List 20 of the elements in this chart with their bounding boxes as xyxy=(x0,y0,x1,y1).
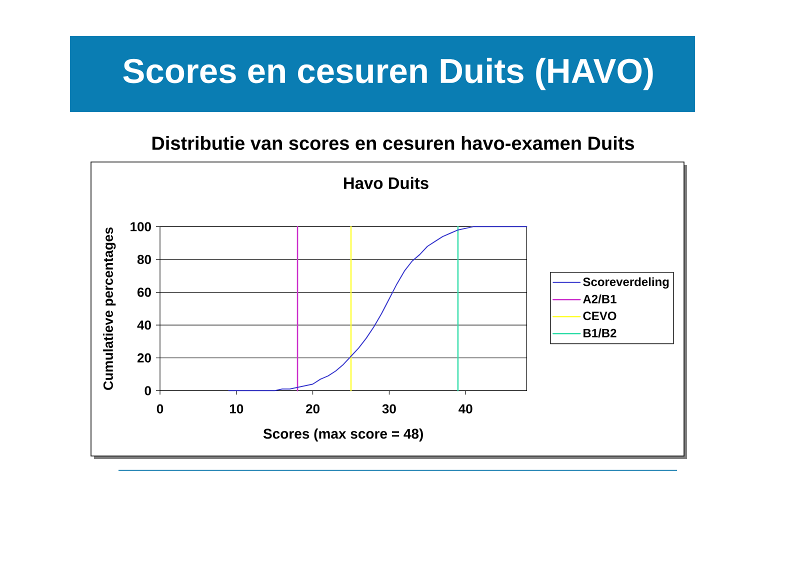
x-tick-label: 0 xyxy=(156,404,164,414)
y-tick-label: 40 xyxy=(137,320,151,330)
x-tick-label: 20 xyxy=(306,404,320,414)
x-tick-label: 40 xyxy=(458,404,472,414)
chart-title: Scores en cesuren Duits (HAVO) xyxy=(123,58,653,90)
x-tick-label: 10 xyxy=(230,404,244,414)
y-tick-label: 0 xyxy=(144,386,151,396)
text: Havo Duits xyxy=(344,176,428,190)
legend-label: B1/B2 xyxy=(584,328,616,338)
x-tick-label: 30 xyxy=(382,404,396,414)
x-axis-title: Scores (max score = 48) xyxy=(263,428,423,442)
y-tick-label: 20 xyxy=(137,353,151,362)
legend-label: CEVO xyxy=(583,312,616,320)
y-tick-label: 60 xyxy=(137,288,151,297)
legend-label: Scoreverdeling xyxy=(583,277,669,289)
y-axis-title: Cumulatieve percentages xyxy=(103,227,116,390)
chart-subtitle: Distributie van scores en cesuren havo-examen Duits xyxy=(152,136,634,150)
legend-label: A2/B1 xyxy=(583,294,616,304)
y-tick-label: 100 xyxy=(130,222,151,232)
y-tick-label: 80 xyxy=(137,254,151,264)
